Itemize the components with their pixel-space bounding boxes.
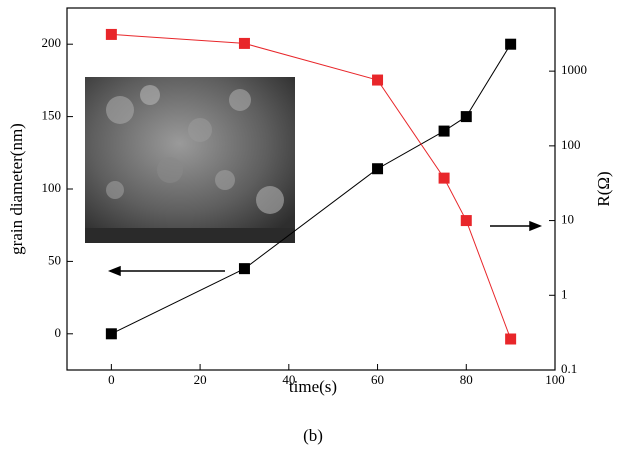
- x-tick-label: 0: [108, 372, 115, 387]
- marker: [372, 75, 383, 86]
- y-axis-label: grain diameter(nm): [7, 123, 26, 255]
- caption: (b): [303, 426, 323, 445]
- y-tick-label: 150: [42, 108, 62, 123]
- marker: [239, 38, 250, 49]
- y2-tick-label: 1000: [561, 62, 587, 77]
- y-tick-label: 50: [48, 252, 61, 267]
- inset-image: [85, 77, 295, 243]
- marker: [372, 163, 383, 174]
- marker: [106, 29, 117, 40]
- y-tick-label: 0: [55, 325, 62, 340]
- x-tick-label: 20: [194, 372, 207, 387]
- marker: [439, 173, 450, 184]
- y2-tick-label: 1: [561, 286, 568, 301]
- chart: time(s) (b) grain diameter(nm) R(Ω) 0 20 4…: [0, 0, 622, 454]
- marker: [439, 126, 450, 137]
- y2-axis-label: R(Ω): [594, 171, 613, 206]
- marker: [461, 215, 472, 226]
- marker: [106, 328, 117, 339]
- marker: [239, 263, 250, 274]
- x-axis-label: time(s): [289, 377, 337, 396]
- marker: [505, 333, 516, 344]
- y2-tick-label: 10: [561, 212, 574, 227]
- x-tick-label: 60: [371, 372, 384, 387]
- y2-tick-label: 100: [561, 137, 581, 152]
- y-tick-label: 100: [42, 180, 62, 195]
- marker: [461, 111, 472, 122]
- y-tick-label: 200: [42, 35, 62, 50]
- y2-tick-label: 0.1: [561, 361, 577, 376]
- marker: [505, 39, 516, 50]
- x-tick-label: 40: [282, 372, 295, 387]
- x-tick-label: 80: [460, 372, 473, 387]
